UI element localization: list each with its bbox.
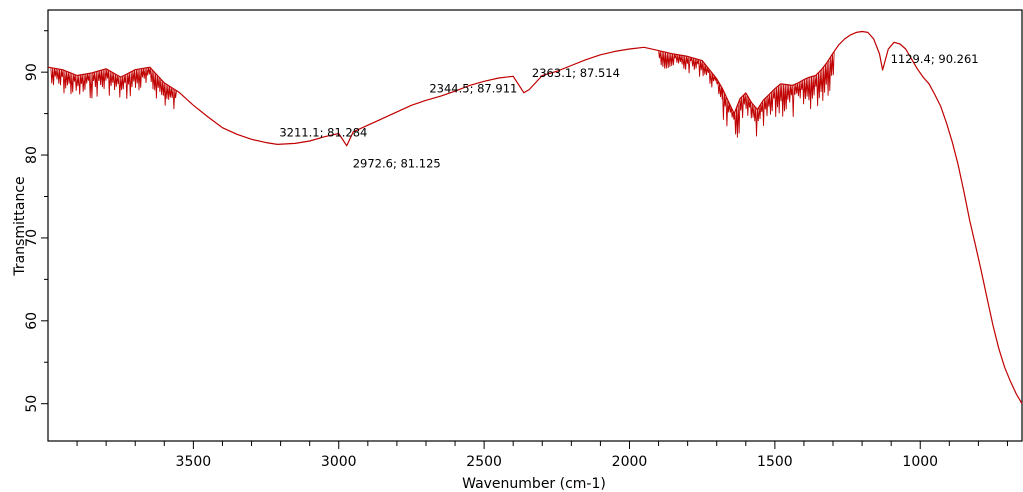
x-tick-label: 2500 [466,454,502,470]
annotation-group: 3211.1; 81.284 2972.6; 81.125 2344.5; 87.9… [279,52,978,171]
y-tick-label: 70 [24,229,40,247]
y-tick-label: 90 [24,63,40,81]
peak-annotation: 2972.6; 81.125 [353,157,441,171]
tick-label-group: 3500 3000 2500 2000 1500 1000 50 60 70 80 90 [24,63,938,470]
plot-frame [47,9,1023,442]
y-axis-label: Transmittance [12,176,28,276]
peak-annotation: 2363.1; 87.514 [532,66,620,80]
peak-annotation: 2344.5; 87.911 [429,81,517,95]
spectrum-noise-group [50,50,835,138]
y-tick-label: 50 [24,395,40,413]
x-tick-label: 3500 [176,454,212,470]
y-tick-label: 80 [24,146,40,164]
x-tick-label: 1000 [902,454,938,470]
x-tick-label: 2000 [612,454,648,470]
x-axis-label: Wavenumber (cm-1) [462,476,606,492]
spectrum-noise [50,50,835,138]
x-tick-label: 3000 [321,454,357,470]
x-tick-label: 1500 [757,454,793,470]
peak-annotation: 1129.4; 90.261 [891,52,979,66]
tick-group [41,30,1008,449]
y-tick-label: 60 [24,312,40,330]
peak-annotation: 3211.1; 81.284 [279,125,367,139]
